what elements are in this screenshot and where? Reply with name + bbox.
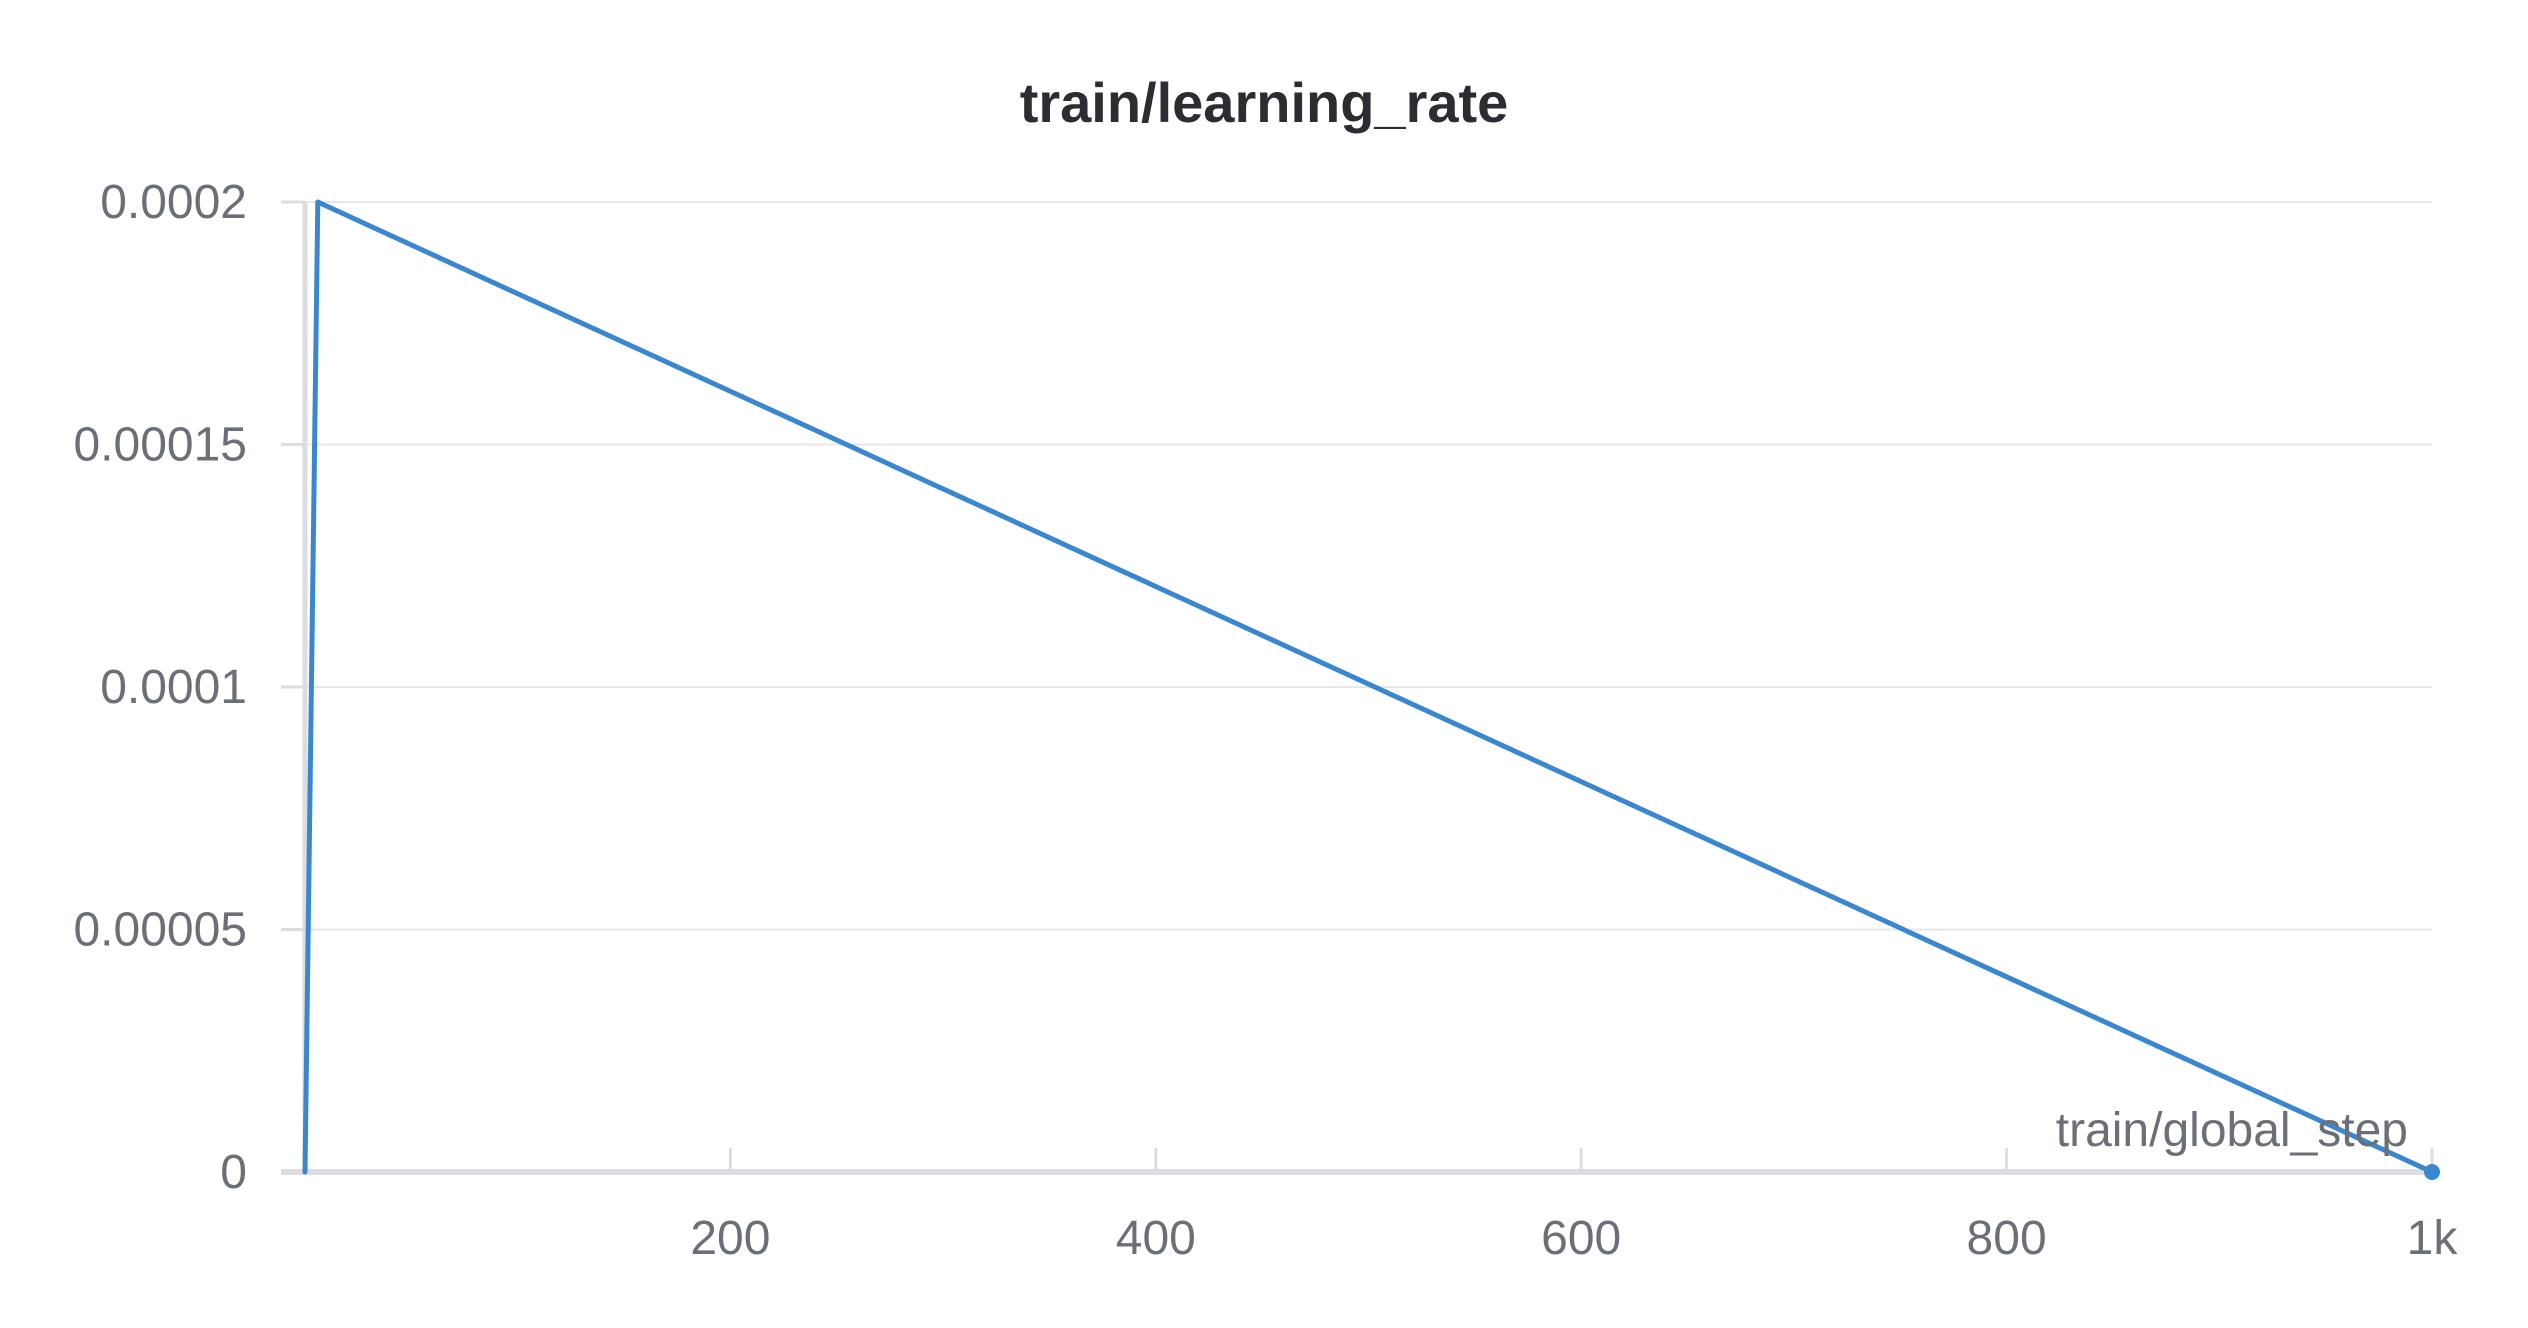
x-axis-ticks: 200 400 600 800 1k bbox=[690, 1148, 2458, 1265]
y-axis-ticks: 0 0.00005 0.0001 0.00015 0.0002 bbox=[73, 176, 305, 1199]
y-tick-label: 0.0002 bbox=[100, 176, 247, 229]
x-tick-label: 400 bbox=[1116, 1212, 1196, 1265]
y-tick-label: 0.0001 bbox=[100, 661, 247, 714]
x-tick-label: 200 bbox=[690, 1212, 770, 1265]
chart-title: train/learning_rate bbox=[1019, 71, 1509, 134]
x-tick-label: 800 bbox=[1967, 1212, 2047, 1265]
x-tick-label: 600 bbox=[1541, 1212, 1621, 1265]
y-tick-label: 0.00015 bbox=[73, 419, 247, 472]
series bbox=[302, 199, 2440, 1180]
y-tick-label: 0 bbox=[220, 1146, 247, 1199]
grid-lines bbox=[305, 201, 2432, 931]
x-axis-label: train/global_step bbox=[2056, 1104, 2408, 1157]
x-tick-label: 1k bbox=[2407, 1212, 2459, 1265]
series-end-point bbox=[2424, 1164, 2440, 1180]
y-tick-label: 0.00005 bbox=[73, 904, 247, 957]
series-line bbox=[302, 199, 2435, 1175]
